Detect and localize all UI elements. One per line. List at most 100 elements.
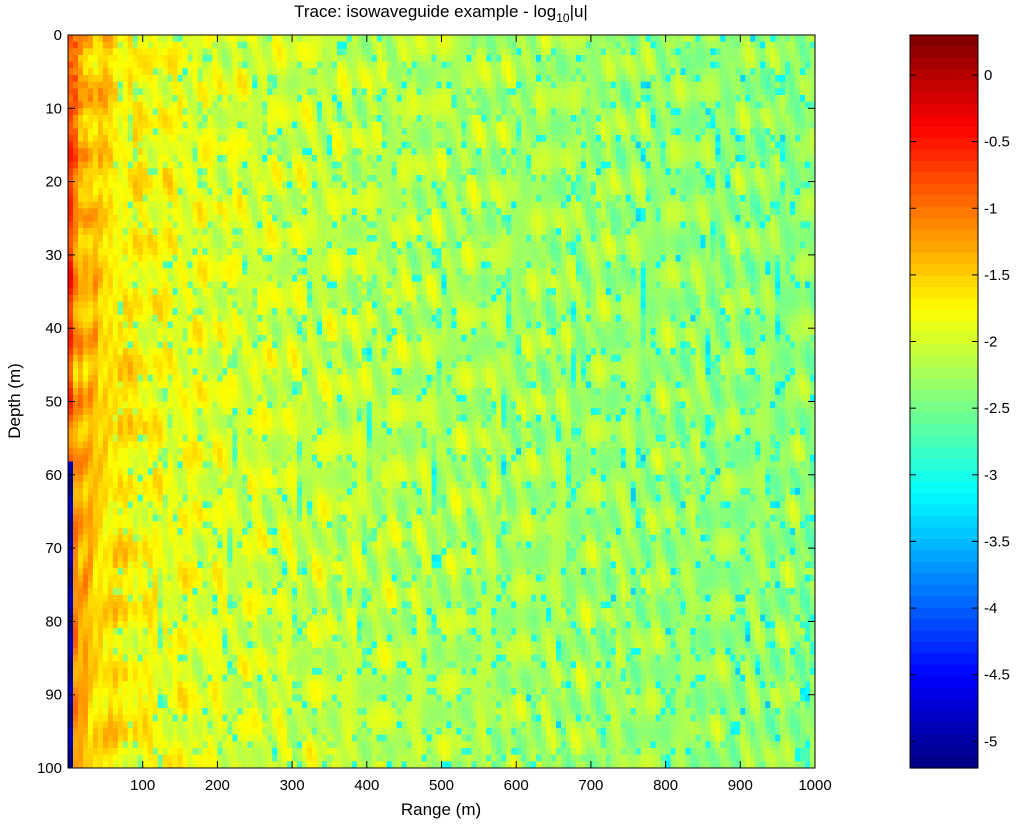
heatmap-cell [387,62,393,69]
heatmap-cell [541,202,547,209]
heatmap-cell [282,148,288,155]
heatmap-cell [666,228,672,235]
heatmap-cell [78,115,84,122]
heatmap-cell [322,102,328,109]
heatmap-cell [163,48,169,55]
heatmap-cell [197,222,203,229]
heatmap-cell [576,115,582,122]
heatmap-cell [606,208,612,215]
heatmap-cell [183,155,189,162]
heatmap-cell [257,42,263,49]
heatmap-cell [780,155,786,162]
heatmap-cell [252,142,258,149]
heatmap-cell [636,148,642,155]
heatmap-cell [651,208,657,215]
heatmap-cell [242,235,248,242]
heatmap-cell [362,108,368,115]
heatmap-cell [765,68,771,75]
heatmap-cell [471,62,477,69]
heatmap-cell [427,75,433,82]
heatmap-cell [521,88,527,95]
heatmap-cell [183,175,189,182]
heatmap-cell [247,182,253,189]
heatmap-cell [257,222,263,229]
heatmap-cell [516,235,522,242]
heatmap-cell [596,148,602,155]
heatmap-cell [207,35,213,42]
heatmap-cell [322,108,328,115]
heatmap-cell [427,135,433,142]
heatmap-cell [312,202,318,209]
heatmap-cell [78,108,84,115]
heatmap-cell [163,62,169,69]
heatmap-cell [506,82,512,89]
heatmap-cell [188,222,194,229]
heatmap-cell [586,135,592,142]
heatmap-cell [466,248,472,255]
heatmap-cell [521,235,527,242]
heatmap-cell [352,55,358,62]
heatmap-cell [611,95,617,102]
heatmap-cell [287,242,293,249]
heatmap-cell [188,228,194,235]
heatmap-cell [158,88,164,95]
heatmap-cell [631,135,637,142]
heatmap-cell [446,48,452,55]
heatmap-cell [193,35,199,42]
heatmap-cell [661,102,667,109]
heatmap-cell [750,175,756,182]
heatmap-cell [287,228,293,235]
heatmap-cell [367,182,373,189]
heatmap-cell [317,142,323,149]
heatmap-cell [377,168,383,175]
heatmap-cell [332,68,338,75]
heatmap-cell [123,162,129,169]
heatmap-cell [566,35,572,42]
heatmap-cell [312,88,318,95]
heatmap-cell [417,228,423,235]
heatmap-cell [591,128,597,135]
heatmap-cell [785,188,791,195]
heatmap-cell [337,202,343,209]
heatmap-cell [93,68,99,75]
heatmap-cell [217,155,223,162]
heatmap-cell [217,42,223,49]
heatmap-cell [73,188,79,195]
heatmap-cell [631,242,637,249]
heatmap-cell [720,202,726,209]
heatmap-cell [327,208,333,215]
heatmap-cell [257,128,263,135]
heatmap-cell [212,175,218,182]
heatmap-cell [586,102,592,109]
heatmap-cell [337,128,343,135]
heatmap-cell [676,148,682,155]
heatmap-cell [93,128,99,135]
heatmap-cell [656,102,662,109]
heatmap-cell [317,82,323,89]
heatmap-cell [631,95,637,102]
heatmap-cell [432,242,438,249]
heatmap-cell [691,102,697,109]
heatmap-cell [367,242,373,249]
heatmap-cell [611,75,617,82]
heatmap-cell [501,235,507,242]
heatmap-cell [133,148,139,155]
heatmap-cell [148,82,154,89]
heatmap-cell [262,188,268,195]
heatmap-cell [551,95,557,102]
heatmap-cell [760,35,766,42]
heatmap-cell [197,215,203,222]
heatmap-cell [272,188,278,195]
heatmap-cell [695,42,701,49]
heatmap-cell [178,122,184,129]
heatmap-cell [795,75,801,82]
heatmap-cell [282,68,288,75]
heatmap-cell [511,88,517,95]
heatmap-cell [501,68,507,75]
heatmap-cell [616,168,622,175]
heatmap-cell [621,135,627,142]
heatmap-cell [392,168,398,175]
heatmap-cell [118,162,124,169]
heatmap-cell [367,88,373,95]
heatmap-cell [790,122,796,129]
